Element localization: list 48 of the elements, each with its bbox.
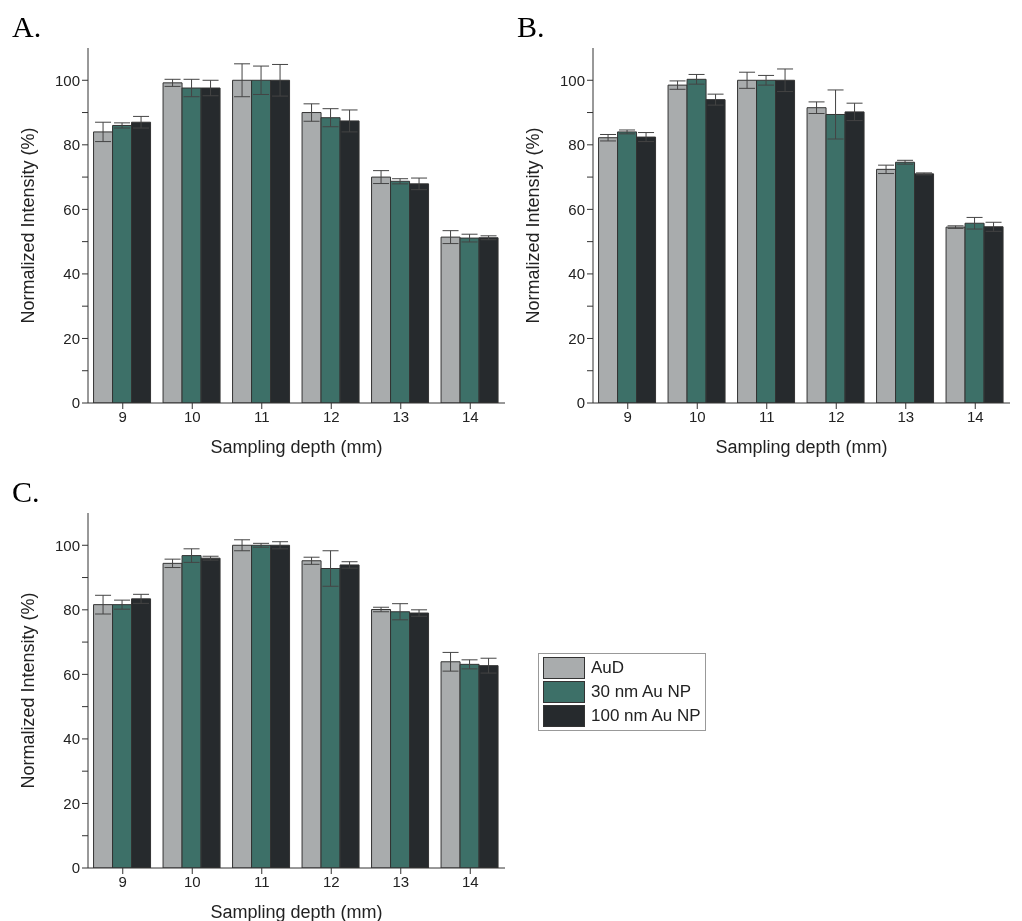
y-tick-label: 100	[54, 536, 80, 554]
x-tick-label: 9	[623, 407, 632, 425]
x-tick-label: 12	[322, 407, 340, 425]
y-axis-title: Normalized Intensity (%)	[18, 127, 39, 324]
x-tick-label: 11	[253, 872, 270, 890]
y-tick-label: 60	[63, 665, 80, 683]
legend-label: 100 nm Au NP	[591, 706, 701, 726]
y-tick-label: 60	[63, 200, 80, 218]
y-tick-label: 0	[71, 394, 80, 412]
chart-title: B.	[517, 10, 545, 44]
x-axis-title: Sampling depth (mm)	[210, 902, 383, 921]
y-axis-title: Normalized Intensity (%)	[523, 127, 544, 324]
x-tick-label: 12	[827, 407, 845, 425]
y-tick-label: 100	[54, 71, 80, 89]
chart-title: A.	[12, 10, 42, 44]
y-tick-label: 20	[63, 794, 80, 812]
x-tick-label: 10	[183, 872, 201, 890]
x-tick-label: 14	[461, 872, 479, 890]
x-axis-title: Sampling depth (mm)	[210, 437, 383, 457]
y-axis-title: Normalized Intensity (%)	[18, 592, 39, 789]
y-tick-label: 40	[63, 730, 80, 748]
x-axis-title: Sampling depth (mm)	[715, 437, 888, 457]
y-tick-label: 20	[568, 329, 585, 347]
y-tick-label: 0	[71, 859, 80, 877]
x-tick-label: 9	[118, 407, 127, 425]
y-tick-label: 40	[63, 265, 80, 283]
y-tick-label: 20	[63, 329, 80, 347]
x-tick-label: 14	[966, 407, 984, 425]
y-tick-label: 60	[568, 200, 585, 218]
y-tick-label: 40	[568, 265, 585, 283]
x-tick-label: 9	[118, 872, 127, 890]
y-tick-label: 0	[576, 394, 585, 412]
x-tick-label: 13	[392, 872, 410, 890]
x-tick-label: 10	[183, 407, 201, 425]
y-tick-label: 80	[63, 136, 80, 154]
y-tick-label: 100	[559, 71, 585, 89]
chart-title: C.	[12, 475, 40, 509]
x-tick-label: 13	[392, 407, 410, 425]
y-tick-label: 80	[63, 601, 80, 619]
x-tick-label: 12	[322, 872, 340, 890]
y-tick-label: 80	[568, 136, 585, 154]
legend-label: 30 nm Au NP	[591, 682, 692, 702]
x-tick-label: 10	[688, 407, 706, 425]
legend-label: AuD	[591, 658, 625, 678]
x-tick-label: 14	[461, 407, 479, 425]
x-tick-label: 11	[253, 407, 270, 425]
x-tick-label: 13	[897, 407, 915, 425]
x-tick-label: 11	[758, 407, 775, 425]
